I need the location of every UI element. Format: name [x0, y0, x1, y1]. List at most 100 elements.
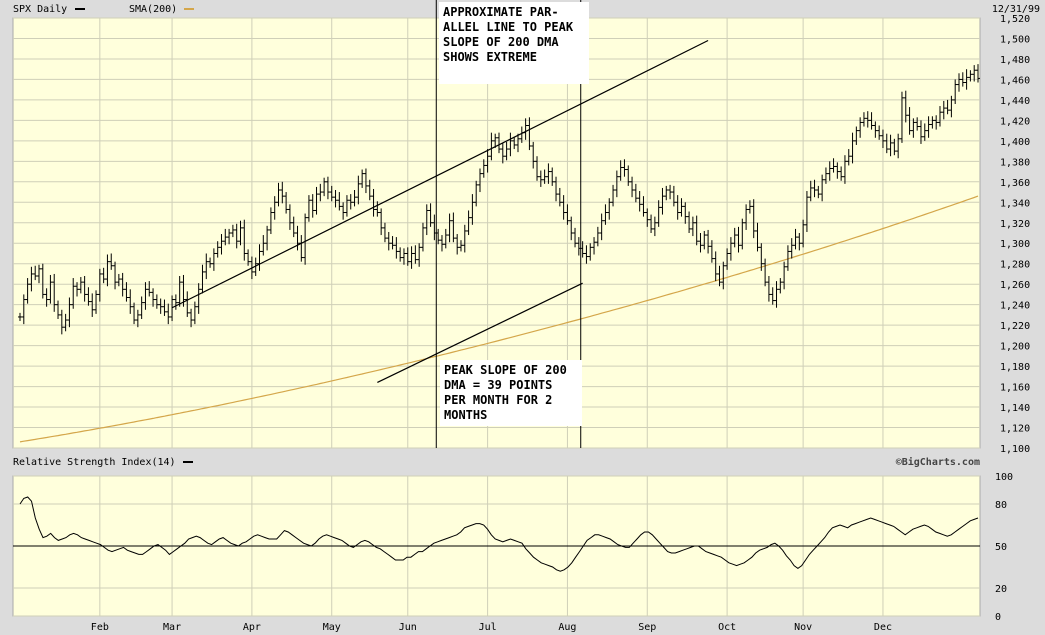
price-bar	[37, 264, 42, 284]
rsi-axis: 100 80 50 20 0	[995, 472, 1013, 623]
price-bar	[405, 247, 410, 266]
price-bar	[827, 161, 832, 181]
price-bar	[725, 248, 730, 270]
price-bar	[930, 116, 935, 129]
price-bar	[763, 258, 768, 287]
price-bar	[774, 281, 779, 308]
price-tick-label: 1,220	[1000, 321, 1030, 332]
price-bar	[561, 195, 566, 220]
price-bar	[865, 111, 870, 128]
price-bar	[808, 180, 813, 202]
price-bar	[375, 201, 380, 217]
price-bar	[759, 243, 764, 271]
price-bar	[33, 265, 38, 281]
price-bar	[671, 185, 676, 207]
price-bar	[755, 222, 760, 252]
price-bar	[439, 235, 444, 252]
price-bar	[120, 272, 125, 297]
price-bar	[325, 176, 330, 200]
price-bar	[645, 208, 650, 227]
price-bar	[417, 243, 422, 267]
price-tick-label: 1,520	[1000, 14, 1030, 25]
price-bar	[926, 116, 931, 138]
price-bar	[740, 218, 745, 250]
price-bar	[303, 213, 308, 265]
price-bar	[614, 170, 619, 198]
trendline	[171, 39, 709, 309]
price-bar	[565, 204, 570, 225]
price-bar	[158, 298, 163, 314]
price-bar	[310, 194, 315, 218]
price-bar	[227, 228, 232, 245]
price-bar	[557, 187, 562, 207]
price-bar	[242, 219, 247, 261]
month-label: Apr	[243, 622, 261, 633]
price-bar	[622, 159, 627, 177]
price-bar	[333, 190, 338, 208]
price-bar	[797, 233, 802, 251]
price-tick-label: 1,500	[1000, 34, 1030, 45]
price-bar	[599, 213, 604, 241]
price-bar	[675, 195, 680, 220]
price-bar	[508, 132, 513, 157]
price-bar	[664, 185, 669, 201]
price-bar	[500, 142, 505, 164]
price-tick-label: 1,380	[1000, 157, 1030, 168]
price-bar	[135, 309, 140, 328]
price-bar	[584, 245, 589, 264]
price-bar	[215, 241, 220, 258]
price-bar	[223, 228, 228, 246]
price-bar	[554, 176, 559, 202]
price-tick-label: 1,200	[1000, 342, 1030, 353]
price-bar	[679, 198, 684, 217]
annotation-bottom-line-2: DMA = 39 POINTS	[444, 378, 552, 392]
price-bar	[964, 69, 969, 90]
price-bar	[337, 192, 342, 211]
price-bar	[637, 191, 642, 212]
price-bar	[861, 112, 866, 127]
price-bar	[477, 168, 482, 193]
month-label: Feb	[91, 622, 109, 633]
price-bar	[177, 276, 182, 307]
price-bar	[200, 264, 205, 294]
price-bar	[363, 168, 368, 194]
price-bar	[116, 273, 121, 287]
price-bar	[101, 267, 106, 284]
price-bar	[48, 274, 53, 304]
price-bar	[132, 302, 137, 325]
price-bar	[660, 187, 665, 215]
price-bar	[816, 185, 821, 199]
price-bar	[306, 195, 311, 222]
price-bar	[447, 213, 452, 243]
price-bar	[801, 219, 806, 248]
rsi-title: Relative Strength Index(14)	[13, 457, 176, 468]
price-bar	[344, 195, 349, 217]
price-bar	[831, 158, 836, 173]
price-bar	[626, 165, 631, 186]
price-bar	[804, 191, 809, 232]
price-tick-label: 1,240	[1000, 301, 1030, 312]
price-bar	[789, 238, 794, 259]
price-bar	[706, 229, 711, 254]
price-bar	[474, 180, 479, 207]
price-bar	[409, 246, 414, 269]
price-bar	[778, 278, 783, 294]
price-bar	[284, 192, 289, 214]
price-bar	[793, 228, 798, 250]
price-tick-label: 1,400	[1000, 137, 1030, 148]
price-bar	[90, 293, 95, 317]
price-bar	[420, 222, 425, 252]
price-bar	[166, 303, 171, 325]
price-bar	[29, 266, 34, 292]
price-bar	[888, 134, 893, 157]
price-bar	[265, 225, 270, 251]
price-bar	[40, 263, 45, 299]
price-bar	[690, 216, 695, 237]
date-label: 12/31/99	[992, 4, 1040, 15]
month-label: Aug	[558, 622, 576, 633]
price-bar	[170, 295, 175, 322]
price-tick-label: 1,280	[1000, 260, 1030, 271]
price-bar	[941, 100, 946, 120]
price-bar	[698, 233, 703, 253]
